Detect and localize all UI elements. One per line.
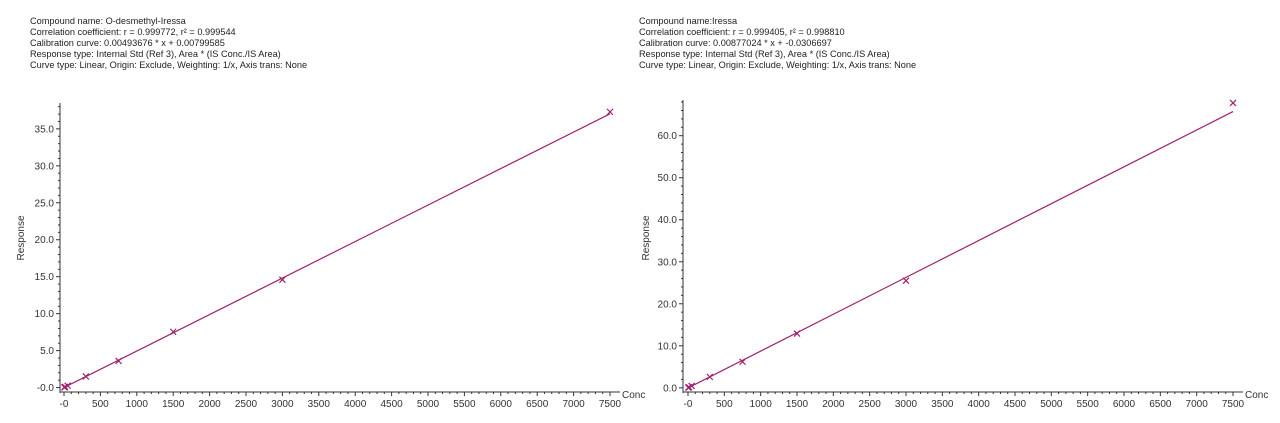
y-tick-label: 50.0 — [658, 173, 678, 184]
compound-name: Compound name: O-desmethyl-Iressa — [30, 16, 186, 26]
y-tick-label: 0.0 — [663, 383, 677, 394]
x-tick-label: 500 — [716, 399, 733, 410]
y-tick-label: 25.0 — [35, 198, 55, 209]
response-type: Response type: Internal Std (Ref 3), Are… — [30, 49, 281, 59]
calibration-chart-left: -0 500 1000 1500 2000 2500 3000 3500 4000 4500 500… — [16, 103, 645, 410]
y-tick-label: 20.0 — [658, 299, 678, 310]
x-tick-label: -0 — [684, 399, 693, 410]
compound-info-left: Compound name: O-desmethyl-Iressa Correl… — [30, 16, 307, 71]
data-point — [706, 373, 714, 381]
y-tick-label: 40.0 — [658, 215, 678, 226]
data-point-marker — [739, 358, 746, 366]
x-tick-label: 7000 — [562, 399, 585, 410]
y-tick-label: 35.0 — [35, 124, 55, 135]
y-axis-label: Response — [16, 215, 27, 260]
data-point — [606, 108, 614, 116]
x-tick-label: 1500 — [162, 399, 185, 410]
calibration-curve: Calibration curve: 0.00493676 * x + 0.00… — [30, 38, 225, 48]
y-tick-label: 5.0 — [40, 346, 54, 357]
x-tick-label: 5000 — [417, 399, 440, 410]
x-tick-label: 2500 — [859, 399, 882, 410]
x-tick-label: 3500 — [308, 399, 331, 410]
x-tick-label: 1500 — [786, 399, 809, 410]
x-tick-label: 3500 — [931, 399, 954, 410]
y-tick-label: -0.0 — [37, 383, 55, 394]
x-tick-label: 3000 — [895, 399, 918, 410]
calibration-panel-left: Compound name: O-desmethyl-Iressa Correl… — [16, 16, 645, 410]
y-tick-label: 15.0 — [35, 272, 55, 283]
x-tick-label: 6500 — [1149, 399, 1172, 410]
y-tick-label: 10.0 — [35, 309, 55, 320]
calibration-chart-right: -0 500 1000 1500 2000 2500 3000 3500 4000 4500 500… — [641, 99, 1268, 410]
x-tick-label: 2500 — [235, 399, 258, 410]
data-point-marker — [278, 276, 286, 284]
y-tick-label: 10.0 — [658, 341, 678, 352]
data-point-marker — [793, 330, 801, 338]
data-point-marker — [1229, 99, 1237, 107]
correlation-coefficient: Correlation coefficient: r = 0.999405, r… — [639, 27, 845, 37]
curve-type: Curve type: Linear, Origin: Exclude, Wei… — [639, 60, 917, 70]
data-point-marker — [82, 373, 90, 380]
response-type: Response type: Internal Std (Ref 3), Are… — [639, 49, 890, 59]
x-axis-label: Conc — [1245, 390, 1268, 401]
data-point — [64, 382, 72, 390]
data-point — [688, 382, 696, 390]
y-tick-label: 30.0 — [658, 257, 678, 268]
data-point — [82, 373, 90, 380]
calibration-curve: Calibration curve: 0.00877024 * x + -0.0… — [639, 38, 832, 48]
x-tick-label: 2000 — [822, 399, 845, 410]
data-point — [169, 328, 177, 336]
data-point — [793, 330, 801, 338]
data-point — [902, 277, 910, 285]
data-point — [278, 276, 286, 284]
data-point-marker — [688, 382, 696, 390]
x-tick-label: 1000 — [126, 399, 149, 410]
data-point-marker — [706, 373, 714, 381]
curve-type: Curve type: Linear, Origin: Exclude, Wei… — [30, 60, 308, 70]
data-point — [739, 358, 746, 366]
data-point-marker — [115, 357, 123, 365]
x-tick-label: 4500 — [380, 399, 403, 410]
x-tick-label: 7000 — [1186, 399, 1209, 410]
x-tick-label: 4000 — [344, 399, 367, 410]
y-tick-label: 20.0 — [35, 235, 55, 246]
data-point-marker — [64, 382, 72, 390]
x-tick-label: 6000 — [1113, 399, 1136, 410]
x-tick-label: 1000 — [750, 399, 773, 410]
calibration-line — [687, 111, 1234, 389]
calibration-line — [63, 113, 611, 389]
x-tick-label: 5500 — [1077, 399, 1100, 410]
x-tick-label: 2000 — [198, 399, 221, 410]
correlation-coefficient: Correlation coefficient: r = 0.999772, r… — [30, 27, 236, 37]
y-axis-label: Response — [641, 215, 652, 260]
compound-info-right: Compound name:Iressa Correlation coeffic… — [639, 16, 916, 71]
x-tick-label: -0 — [60, 399, 69, 410]
data-point — [1229, 99, 1237, 107]
y-tick-label: 60.0 — [658, 131, 678, 142]
y-tick-label: 30.0 — [35, 161, 55, 172]
x-tick-label: 4000 — [968, 399, 991, 410]
x-tick-label: 4500 — [1004, 399, 1027, 410]
data-point-marker — [606, 108, 614, 116]
x-tick-label: 500 — [92, 399, 109, 410]
data-point-marker — [902, 277, 910, 285]
x-tick-label: 5000 — [1040, 399, 1063, 410]
x-axis-label: Conc — [622, 390, 645, 401]
data-point-marker — [169, 328, 177, 336]
data-point — [115, 357, 123, 365]
x-tick-label: 7500 — [599, 399, 622, 410]
calibration-panel-right: Compound name:Iressa Correlation coeffic… — [639, 0, 1280, 423]
x-tick-label: 6500 — [526, 399, 549, 410]
x-tick-label: 5500 — [453, 399, 476, 410]
x-tick-label: 6000 — [490, 399, 513, 410]
x-tick-label: 7500 — [1222, 399, 1245, 410]
compound-name: Compound name:Iressa — [639, 16, 738, 26]
x-tick-label: 3000 — [271, 399, 294, 410]
